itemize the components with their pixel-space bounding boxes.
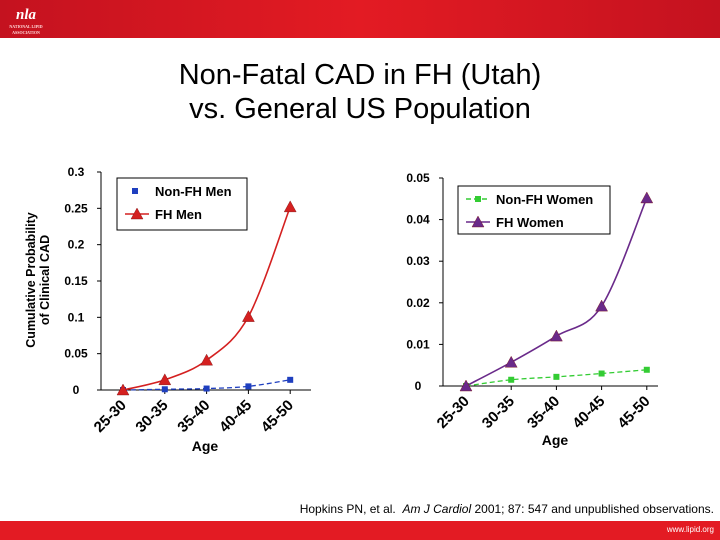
nla-logo: nla NATIONAL LIPID ASSOCIATION: [6, 3, 46, 35]
y-axis-label-line: of Clinical CAD: [38, 235, 52, 325]
y-tick-label: 0.25: [64, 201, 88, 215]
y-tick-label: 0.05: [64, 347, 88, 361]
chart-2: 0 0.01 0.02 0.03 0.04 0.05 25-30 30-35 35-40 40-4…: [406, 171, 658, 448]
legend-item: Non-FH Men: [132, 184, 232, 199]
x-tick-label: 45-50: [614, 393, 653, 432]
x-tick-label: 30-35: [479, 393, 518, 432]
x-tick-label: 40-45: [569, 393, 608, 432]
data-point: [161, 386, 168, 393]
y-tick-label: 0: [415, 379, 422, 393]
x-tick-label: 25-30: [91, 397, 130, 436]
legend-box: [116, 177, 248, 231]
x-tick-label: 35-40: [174, 397, 213, 436]
x-axis-label: Age: [192, 438, 219, 454]
series-line: [465, 197, 648, 387]
x-tick-label: 25-30: [434, 393, 473, 432]
title-line-2: vs. General US Population: [189, 93, 531, 125]
chart-1: 0 0.05 0.1 0.15 0.2 0.25 0.3 25-30 30-35 35-40 40-…: [24, 165, 311, 454]
citation-journal: Am J Cardiol: [402, 502, 472, 516]
data-point: [595, 299, 608, 312]
citation-details: 2001; 87: 547 and unpublished observatio…: [474, 502, 714, 516]
data-point: [640, 191, 654, 204]
y-axis-label-line: Cumulative Probability: [24, 212, 38, 347]
footer-bar: www.lipid.org: [0, 521, 720, 540]
legend-label: FH Men: [155, 207, 202, 222]
y-tick-label: 0.15: [64, 274, 88, 288]
legend-item: FH Men: [125, 207, 202, 222]
footer-url: www.lipid.org: [666, 525, 714, 534]
data-point: [553, 373, 560, 380]
x-tick-label: 30-35: [132, 397, 171, 436]
data-point: [116, 383, 130, 396]
y-tick-label: 0.3: [68, 165, 85, 179]
citation: Hopkins PN, et al. Am J Cardiol 2001; 87…: [180, 502, 714, 516]
legend-marker: [130, 207, 144, 220]
x-tick-label: 35-40: [524, 393, 563, 432]
data-point: [508, 376, 515, 383]
y-tick-label: 0.03: [406, 254, 430, 268]
data-point: [158, 373, 172, 386]
legend-item: FH Women: [466, 215, 564, 230]
data-point: [643, 366, 650, 373]
header-banner: nla NATIONAL LIPID ASSOCIATION: [0, 0, 720, 38]
data-point: [504, 355, 518, 368]
y-tick-label: 0.05: [406, 171, 430, 185]
x-axis-label: Age: [542, 432, 569, 448]
data-point: [200, 353, 213, 366]
data-point: [287, 376, 294, 383]
y-axis-label: Cumulative Probability of Clinical CAD: [24, 212, 52, 347]
legend-marker: [475, 196, 481, 202]
legend-label: Non-FH Women: [496, 192, 593, 207]
y-tick-label: 0.01: [406, 337, 430, 351]
citation-authors: Hopkins PN, et al.: [299, 502, 396, 516]
y-tick-label: 0.2: [68, 238, 85, 252]
series-2: [116, 200, 297, 396]
data-point: [550, 329, 563, 342]
data-point: [203, 385, 210, 392]
legend-label: Non-FH Men: [155, 184, 232, 199]
slide-title: Non-Fatal CAD in FH (Utah) vs. General U…: [60, 58, 660, 126]
x-tick-label: 45-50: [258, 397, 297, 436]
legend-marker: [132, 188, 138, 194]
y-tick-label: 0: [73, 383, 80, 397]
legend-item: Non-FH Women: [466, 192, 593, 207]
series-2: [459, 191, 654, 392]
logo-text: nla: [15, 7, 36, 23]
series-line: [122, 206, 291, 391]
data-point: [242, 310, 255, 322]
data-point: [283, 200, 297, 213]
y-tick-label: 0.02: [406, 296, 430, 310]
legend-marker: [471, 215, 485, 228]
legend: Non-FH Women FH Women: [457, 185, 611, 235]
title-line-1: Non-Fatal CAD in FH (Utah): [178, 59, 542, 91]
legend: Non-FH Men FH Men: [116, 177, 248, 231]
data-point: [598, 370, 605, 377]
y-tick-label: 0.04: [406, 213, 430, 227]
x-tick-label: 40-45: [216, 397, 255, 436]
data-point: [459, 379, 473, 392]
y-tick-label: 0.1: [68, 310, 85, 324]
legend-label: FH Women: [496, 215, 564, 230]
logo-subtext: NATIONAL LIPID ASSOCIATION: [9, 24, 43, 35]
data-point: [245, 383, 252, 390]
